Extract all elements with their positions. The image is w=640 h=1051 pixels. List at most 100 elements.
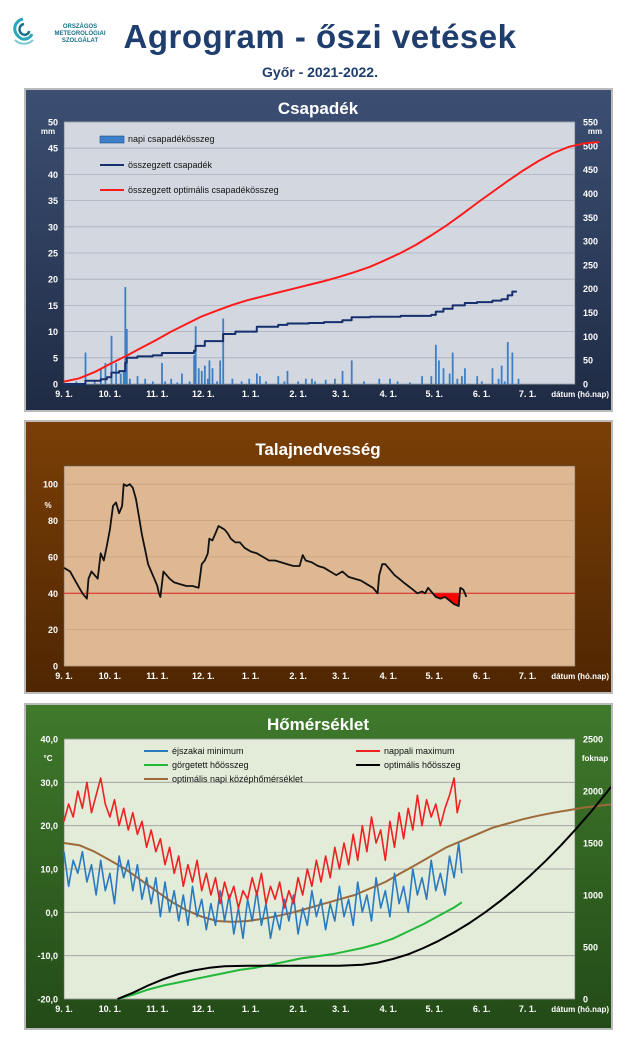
precip-bar xyxy=(456,378,459,384)
precip-bar xyxy=(84,352,87,384)
precip-bar xyxy=(211,368,214,384)
y-right-tick-label: 1000 xyxy=(583,891,603,901)
y-left-tick-label: 10,0 xyxy=(40,865,58,875)
x-tick-label: 3. 1. xyxy=(332,1004,350,1014)
precip-bar xyxy=(255,373,258,384)
legend-daily-precip-label: napi csapadékösszeg xyxy=(128,134,215,144)
precip-bar xyxy=(104,363,107,384)
precip-bar xyxy=(438,360,440,384)
x-tick-label: 9. 1. xyxy=(55,389,73,399)
legend-cumulative-precip-label: összegzett csapadék xyxy=(128,160,213,170)
precip-bar xyxy=(188,381,191,384)
precip-bar xyxy=(193,355,196,384)
precip-bar xyxy=(286,370,289,384)
precip-bar xyxy=(408,382,411,384)
x-axis-label: dátum (hó.nap) xyxy=(551,672,609,681)
precip-bar xyxy=(421,376,424,384)
y-right-tick-label: 350 xyxy=(583,213,598,223)
precip-bar xyxy=(430,376,433,384)
temperature-panel: Hőmérséklet -20,0 -10,0 0,0 10,0 20,0 30,0 40,0… xyxy=(24,703,628,1030)
precip-bar xyxy=(497,378,500,384)
precip-bar xyxy=(164,381,166,384)
x-tick-label: 5. 1. xyxy=(425,1004,443,1014)
y-left-tick-label: 30,0 xyxy=(40,778,58,788)
x-tick-label: 11. 1. xyxy=(146,1004,168,1014)
page-title: Agrogram - őszi vetések xyxy=(123,18,517,55)
y-left-tick-label: 20,0 xyxy=(40,821,58,831)
precip-bar xyxy=(500,365,503,384)
precip-bar xyxy=(304,378,307,384)
y-right-tick-label: 550 xyxy=(583,118,598,128)
chart-title: Hőmérséklet xyxy=(267,715,369,734)
precip-bar xyxy=(324,379,327,384)
legend-night-min-label: éjszakai minimum xyxy=(172,746,244,756)
legend-rolling-heat-sum-label: görgetett hőösszeg xyxy=(172,760,249,770)
day-max-temp-line xyxy=(63,777,462,909)
logo-swirl-icon xyxy=(13,17,34,45)
precip-bar xyxy=(181,373,183,384)
precip-bar xyxy=(222,318,225,384)
precip-bar xyxy=(240,381,243,384)
precip-bar xyxy=(491,368,494,384)
precip-bar xyxy=(128,378,131,384)
precip-bar xyxy=(350,360,353,384)
precip-bar xyxy=(207,378,209,384)
logo-line-2: METEOROLÓGIAI xyxy=(54,31,106,37)
precip-bar xyxy=(283,381,286,384)
y-left-unit: °C xyxy=(44,754,53,763)
chart-title: Talajnedvesség xyxy=(255,440,380,459)
precip-bar xyxy=(161,363,163,384)
y-left-tick-label: 60 xyxy=(48,552,58,562)
y-left-tick-label: -10,0 xyxy=(37,951,58,961)
x-tick-label: 4. 1. xyxy=(380,671,398,681)
x-tick-label: 4. 1. xyxy=(380,389,398,399)
x-tick-label: 12. 1. xyxy=(192,389,215,399)
precip-bar xyxy=(476,376,479,384)
y-right-tick-label: 450 xyxy=(583,165,598,175)
precip-bar xyxy=(231,378,234,384)
y-left-tick-label: 40,0 xyxy=(40,735,58,745)
y-right-tick-label: 0 xyxy=(583,380,588,390)
precip-bar xyxy=(75,381,78,384)
x-tick-label: 1. 1. xyxy=(242,671,260,681)
y-left-tick-label: 0,0 xyxy=(45,908,58,918)
y-right-tick-label: 150 xyxy=(583,308,598,318)
precip-bar xyxy=(93,379,96,384)
page-subtitle: Győr - 2021-2022. xyxy=(262,64,378,80)
y-right-tick-label: 250 xyxy=(583,260,598,270)
x-tick-label: 10. 1. xyxy=(99,671,122,681)
y-right-tick-label: 100 xyxy=(583,332,598,342)
night-min-temp-line xyxy=(63,842,463,940)
x-tick-label: 6. 1. xyxy=(473,1004,491,1014)
precip-bar xyxy=(517,378,520,384)
precip-bar xyxy=(434,344,437,384)
precip-bar xyxy=(277,376,280,384)
x-tick-label: 3. 1. xyxy=(332,389,350,399)
y-left-tick-label: 80 xyxy=(48,516,58,526)
precip-bar xyxy=(442,368,445,384)
precip-bar xyxy=(265,381,267,384)
legend-optimal-heat-sum-label: optimális hőösszeg xyxy=(384,760,461,770)
legend-day-max-label: nappali maximum xyxy=(384,746,455,756)
y-right-tick-label: 300 xyxy=(583,237,598,247)
precip-bar xyxy=(503,381,506,384)
x-tick-label: 11. 1. xyxy=(146,671,168,681)
precip-bar xyxy=(460,376,463,384)
precip-bar xyxy=(311,378,313,384)
y-left-tick-label: 15 xyxy=(48,301,58,311)
omsz-logo: ORSZÁGOS METEOROLÓGIAI SZOLGÁLAT xyxy=(10,16,128,56)
optimal-precip-line xyxy=(63,141,600,383)
soil-moisture-panel: Talajnedvesség 0 20 40 60 80 100% 9. 1. 10. 1. 11… xyxy=(24,420,613,694)
y-left-tick-label: 50 xyxy=(48,118,58,128)
precip-bar xyxy=(119,373,122,384)
precip-bar xyxy=(297,381,300,384)
chart-title: Csapadék xyxy=(278,99,359,118)
precip-bar xyxy=(506,342,509,384)
y-left-tick-label: 0 xyxy=(53,380,58,390)
x-tick-label: 1. 1. xyxy=(242,1004,260,1014)
precip-bar xyxy=(110,335,113,384)
y-left-tick-label: 20 xyxy=(48,275,58,285)
rolling-heat-sum-line xyxy=(117,901,463,1000)
y-right-unit: mm xyxy=(588,127,602,136)
soil-moisture-line xyxy=(63,483,468,607)
